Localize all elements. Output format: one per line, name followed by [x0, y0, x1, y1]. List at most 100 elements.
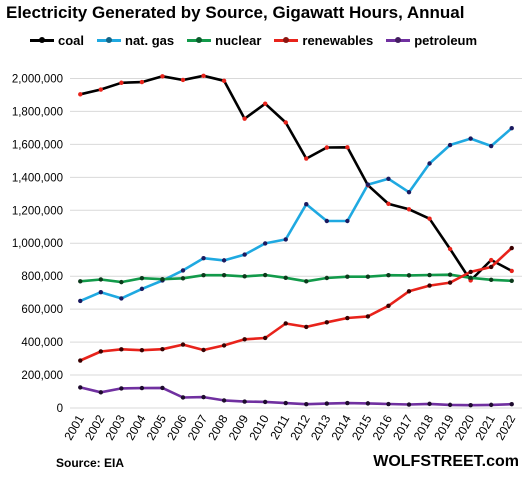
legend-item-nuclear: nuclear [187, 32, 261, 48]
data-point-nat-gas [242, 252, 247, 257]
data-point-nuclear [262, 272, 268, 278]
legend-swatch-petroleum [386, 38, 411, 42]
data-point-renewables [139, 347, 145, 353]
data-point-renewables [488, 264, 494, 270]
data-point-nat-gas [119, 296, 124, 301]
data-point-coal [139, 79, 145, 85]
data-point-petroleum [201, 394, 206, 400]
x-tick-label: 2016 [370, 412, 396, 442]
data-point-nat-gas [406, 189, 412, 195]
data-point-renewables [386, 303, 391, 309]
x-tick-label: 2017 [390, 412, 416, 442]
data-point-nat-gas [447, 142, 453, 148]
data-point-renewables [365, 314, 371, 319]
data-point-petroleum [221, 398, 227, 403]
data-point-nuclear [139, 275, 145, 281]
data-point-nat-gas [488, 143, 494, 149]
x-tick-label: 2020 [452, 412, 478, 442]
data-point-petroleum [139, 385, 145, 391]
y-tick-label: 1,200,000 [12, 205, 63, 217]
data-point-coal [304, 156, 309, 161]
legend-item-coal: coal [30, 32, 84, 48]
data-point-nat-gas [283, 237, 288, 242]
data-point-coal [160, 74, 165, 79]
data-point-renewables [427, 283, 432, 288]
y-tick-label: 200,000 [21, 370, 63, 382]
x-tick-label: 2003 [102, 412, 128, 442]
data-point-petroleum [78, 385, 83, 390]
data-point-nat-gas [365, 182, 371, 187]
data-point-coal [119, 80, 124, 85]
series-line-petroleum [79, 386, 512, 407]
data-point-renewables [447, 280, 453, 285]
data-point-nuclear [509, 278, 514, 284]
data-point-nat-gas [509, 126, 514, 131]
data-point-renewables [242, 337, 247, 342]
data-point-coal [386, 201, 391, 207]
data-point-nuclear [406, 273, 412, 278]
chart-title: Electricity Generated by Source, Gigawat… [6, 3, 465, 22]
data-point-nat-gas [201, 256, 206, 261]
y-tick-label: 600,000 [21, 304, 63, 316]
x-tick-label: 2014 [328, 412, 354, 442]
data-point-petroleum [119, 386, 124, 391]
data-point-coal [283, 120, 288, 125]
x-tick-label: 2019 [431, 412, 457, 442]
data-point-nuclear [242, 274, 247, 279]
data-point-petroleum [160, 385, 165, 391]
data-point-petroleum [304, 402, 309, 407]
legend-item-petroleum: petroleum [386, 32, 477, 48]
x-tick-label: 2015 [349, 412, 375, 442]
data-point-petroleum [427, 401, 432, 407]
y-tick-label: 1,400,000 [12, 172, 63, 184]
data-point-coal [488, 257, 494, 263]
data-point-coal [78, 92, 83, 97]
x-tick-label: 2008 [205, 412, 231, 442]
data-point-renewables [324, 320, 330, 325]
data-point-renewables [180, 342, 186, 347]
brand-watermark: WOLFSTREET.com [373, 453, 519, 470]
data-point-nuclear [345, 274, 350, 279]
data-point-renewables [509, 245, 514, 251]
data-point-nat-gas [386, 176, 391, 182]
data-point-renewables [160, 346, 165, 352]
data-point-nuclear [324, 275, 330, 281]
data-point-petroleum [262, 399, 268, 405]
data-point-renewables [78, 358, 83, 363]
data-point-nat-gas [78, 298, 83, 304]
data-point-nuclear [180, 276, 186, 281]
y-tick-label: 800,000 [21, 271, 63, 283]
data-point-coal [242, 116, 247, 121]
y-tick-label: 1,800,000 [12, 106, 63, 118]
data-point-petroleum [345, 400, 350, 406]
data-point-nuclear [304, 279, 309, 284]
y-tick-label: 1,600,000 [12, 139, 63, 151]
legend-swatch-coal [30, 38, 54, 42]
data-point-nuclear [365, 274, 371, 279]
data-point-nuclear [386, 273, 391, 278]
data-point-nuclear [201, 273, 206, 278]
data-point-petroleum [365, 401, 371, 406]
data-point-nuclear [427, 272, 432, 278]
data-point-renewables [201, 347, 206, 353]
data-point-nuclear [488, 277, 494, 283]
data-point-renewables [406, 289, 412, 294]
data-point-nuclear [119, 279, 124, 285]
series-line-nat-gas [79, 127, 513, 303]
data-point-nuclear [78, 279, 83, 284]
legend-item-renewables: renewables [274, 32, 373, 48]
x-tick-label: 2004 [123, 412, 149, 442]
data-point-renewables [468, 269, 473, 275]
series-line-renewables [79, 247, 513, 362]
data-point-petroleum [180, 395, 186, 400]
data-point-petroleum [406, 402, 412, 407]
data-point-renewables [283, 321, 288, 326]
data-point-coal [221, 78, 227, 83]
x-tick-label: 2005 [144, 412, 170, 442]
data-point-petroleum [324, 401, 330, 406]
legend-label-nuclear: nuclear [215, 32, 262, 48]
legend-swatch-nuclear [187, 38, 212, 42]
data-point-nuclear [468, 275, 473, 281]
data-point-nuclear [98, 277, 104, 282]
data-point-coal [98, 87, 104, 92]
